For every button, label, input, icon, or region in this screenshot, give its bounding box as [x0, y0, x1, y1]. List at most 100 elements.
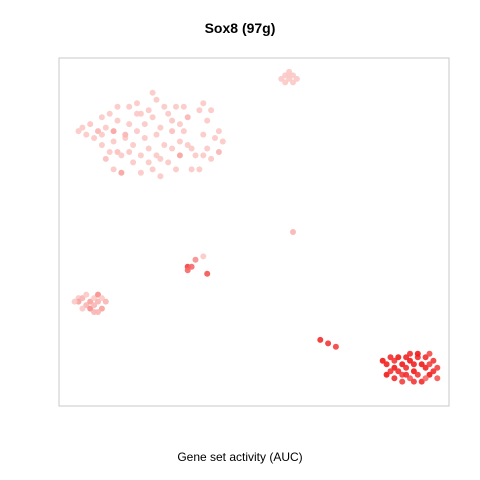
data-point: [414, 350, 421, 357]
data-point: [383, 361, 390, 368]
data-point: [434, 375, 441, 382]
data-point: [110, 166, 117, 173]
data-point: [290, 229, 296, 235]
data-point: [188, 166, 195, 173]
data-point: [137, 169, 144, 176]
data-point: [426, 350, 433, 357]
data-point: [95, 291, 101, 298]
data-point: [87, 121, 94, 128]
data-point: [410, 368, 417, 375]
data-point: [134, 100, 140, 107]
data-point: [130, 159, 137, 166]
data-point: [173, 166, 179, 173]
data-point: [165, 110, 172, 117]
data-point: [157, 124, 164, 131]
data-point: [169, 117, 176, 124]
data-point: [383, 371, 390, 378]
data-point: [325, 340, 332, 347]
data-point: [83, 131, 90, 138]
data-point: [169, 145, 176, 152]
data-point: [98, 295, 105, 302]
data-point: [106, 149, 113, 155]
data-point: [208, 107, 215, 114]
data-point: [91, 295, 98, 302]
data-point: [126, 121, 133, 128]
data-point: [192, 256, 199, 263]
data-point: [71, 298, 78, 305]
data-point: [414, 371, 421, 378]
data-point: [418, 378, 425, 385]
data-point: [149, 166, 156, 173]
data-point: [215, 149, 222, 155]
data-point: [184, 114, 191, 121]
data-point: [145, 107, 152, 114]
data-point: [391, 375, 398, 382]
data-point: [130, 142, 137, 148]
data-point: [79, 305, 86, 312]
data-point: [126, 149, 133, 155]
data-point: [430, 368, 437, 375]
data-point: [200, 152, 207, 159]
data-point: [87, 298, 94, 305]
data-point: [317, 336, 324, 343]
data-point: [196, 107, 203, 114]
data-point: [173, 103, 179, 110]
data-point: [188, 263, 195, 270]
data-point: [407, 357, 413, 364]
data-point: [157, 155, 164, 162]
data-point: [118, 169, 125, 176]
chart-title: Sox8 (97g): [204, 20, 276, 36]
data-point: [122, 131, 129, 138]
data-point: [391, 357, 398, 364]
data-point: [95, 309, 101, 315]
data-point: [161, 103, 168, 110]
data-point: [332, 343, 339, 350]
data-point: [79, 295, 86, 302]
data-point: [134, 128, 140, 135]
data-point: [95, 128, 101, 135]
data-point: [422, 354, 429, 361]
data-point: [418, 361, 425, 368]
data-point: [83, 302, 90, 309]
data-point: [212, 135, 218, 141]
plot-frame: [58, 57, 450, 407]
data-point: [145, 145, 152, 152]
data-point: [180, 103, 187, 110]
data-point: [110, 138, 117, 145]
data-point: [407, 375, 413, 382]
data-point: [141, 135, 148, 141]
data-point: [91, 135, 98, 141]
data-point: [278, 75, 285, 82]
data-point: [114, 149, 121, 155]
x-axis-label: Gene set activity (AUC): [177, 450, 303, 464]
data-point: [215, 128, 222, 135]
data-point: [387, 354, 394, 361]
data-point: [98, 142, 105, 148]
data-point: [403, 371, 410, 378]
data-point: [176, 152, 183, 159]
data-point: [422, 364, 429, 371]
data-point: [403, 354, 410, 361]
data-point: [387, 368, 394, 375]
data-point: [176, 138, 183, 145]
data-point: [395, 368, 402, 375]
data-point: [395, 354, 402, 361]
data-point: [426, 361, 433, 368]
data-point: [102, 298, 109, 305]
data-point: [161, 142, 168, 148]
data-point: [149, 89, 156, 96]
data-point: [184, 267, 191, 274]
data-point: [157, 173, 164, 180]
data-point: [391, 364, 398, 371]
data-point: [399, 361, 406, 368]
data-point: [102, 124, 109, 131]
data-point: [200, 100, 207, 107]
data-point: [286, 72, 293, 79]
data-point: [79, 124, 86, 131]
data-point: [200, 253, 207, 260]
data-point: [149, 114, 156, 121]
data-point: [410, 361, 417, 368]
data-point: [208, 155, 215, 162]
data-point: [153, 131, 160, 138]
